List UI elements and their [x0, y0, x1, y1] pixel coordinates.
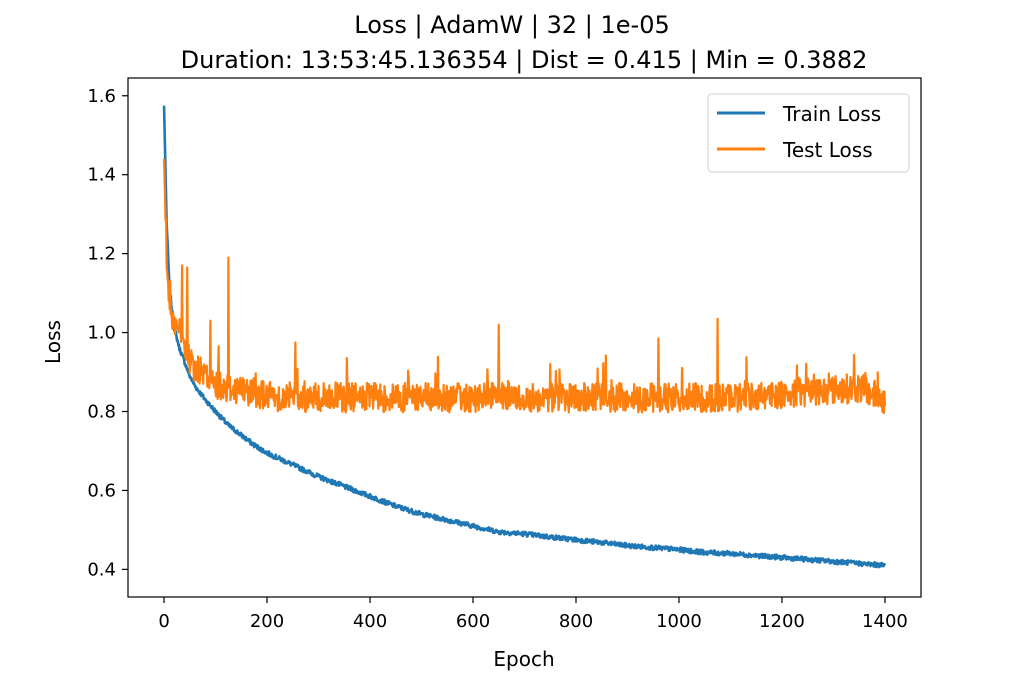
x-axis-label: Epoch	[493, 647, 554, 671]
plot-frame	[127, 77, 922, 598]
test-loss-line	[162, 158, 887, 415]
y-tick-label: 1.2	[87, 244, 116, 265]
x-tick-label: 1200	[759, 611, 805, 632]
x-axis: 0 200 400 600 800 1000 1200 1400	[158, 597, 908, 632]
y-tick-label: 1.0	[87, 323, 116, 344]
legend: Train Loss Test Loss	[707, 93, 910, 173]
legend-test-label: Test Loss	[782, 138, 873, 162]
y-tick-label: 1.6	[87, 86, 116, 107]
x-tick-label: 600	[456, 611, 490, 632]
chart-subtitle: Duration: 13:53:45.136354 | Dist = 0.415…	[181, 46, 868, 74]
x-tick-label: 0	[158, 611, 169, 632]
x-tick-label: 800	[559, 611, 593, 632]
train-loss-line	[162, 105, 887, 569]
y-tick-label: 0.8	[87, 402, 116, 423]
y-tick-label: 0.4	[87, 559, 116, 580]
y-tick-label: 0.6	[87, 480, 116, 501]
y-tick-label: 1.4	[87, 165, 116, 186]
x-tick-label: 400	[353, 611, 387, 632]
x-tick-label: 1000	[656, 611, 702, 632]
x-tick-label: 200	[250, 611, 284, 632]
y-axis-label: Loss	[41, 320, 65, 364]
series-layer	[162, 105, 887, 569]
x-tick-label: 1400	[862, 611, 908, 632]
y-axis: 0.4 0.6 0.8 1.0 1.2 1.4 1.6	[87, 86, 128, 580]
legend-train-label: Train Loss	[782, 102, 881, 126]
chart-title: Loss | AdamW | 32 | 1e-05	[354, 11, 670, 39]
